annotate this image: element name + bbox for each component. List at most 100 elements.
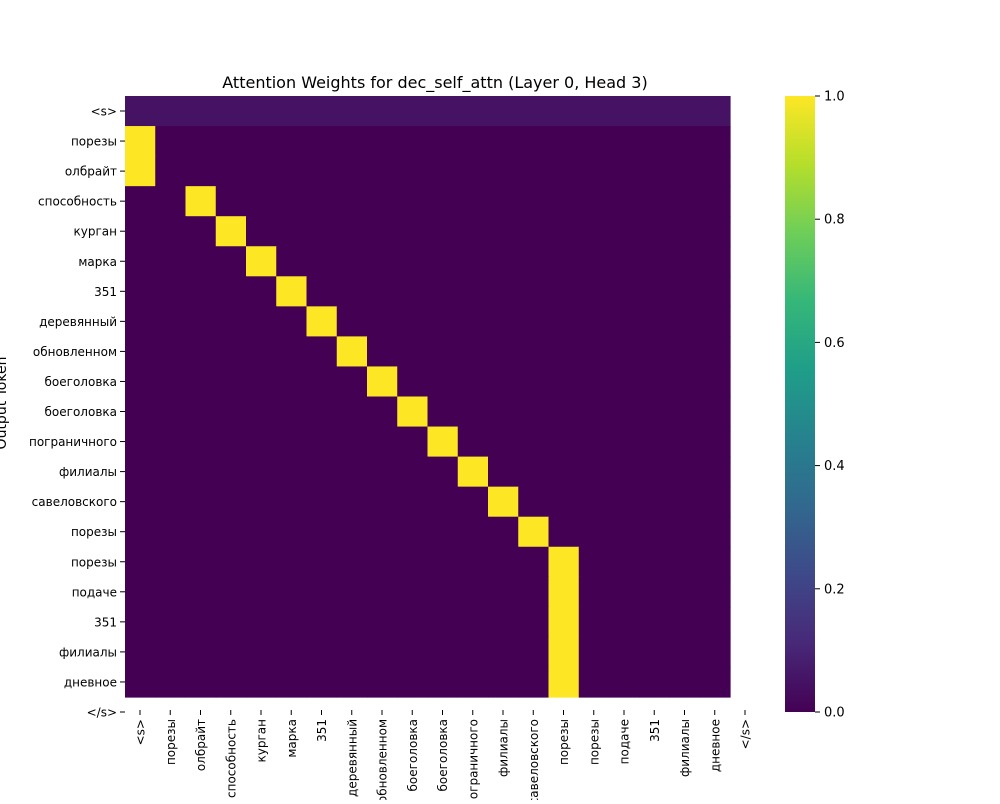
- heatmap-cell: [397, 456, 429, 488]
- x-tick-label: 351: [648, 719, 662, 742]
- heatmap-cell: [518, 366, 550, 398]
- heatmap-cell: [306, 666, 338, 698]
- heatmap-cell: [246, 246, 277, 277]
- heatmap-cell: [215, 456, 247, 488]
- x-tick-label: </s>: [739, 719, 753, 749]
- heatmap-cell: [276, 456, 308, 488]
- heatmap-cell: [669, 636, 701, 668]
- heatmap-cell: [367, 456, 398, 488]
- heatmap-cell: [246, 276, 277, 307]
- heatmap-cell: [397, 156, 429, 187]
- heatmap-cell: [548, 576, 580, 608]
- y-tick-label: деревянный: [39, 315, 117, 329]
- heatmap-cell: [125, 366, 156, 398]
- heatmap-cell: [427, 216, 459, 247]
- y-tick-label: савеловского: [32, 495, 117, 509]
- heatmap-cell: [669, 216, 701, 247]
- heatmap-cell: [548, 186, 580, 217]
- heatmap-cell: [518, 126, 550, 157]
- heatmap-cell: [246, 426, 277, 458]
- heatmap-cell: [518, 186, 550, 217]
- heatmap-cell: [155, 516, 187, 548]
- y-tick-label: курган: [74, 225, 117, 239]
- heatmap-cell: [306, 396, 338, 428]
- heatmap-cell: [306, 366, 338, 398]
- heatmap-cell: [215, 546, 247, 578]
- heatmap-cell: [336, 606, 368, 638]
- heatmap-cell: [246, 186, 277, 217]
- heatmap-cell: [488, 456, 519, 488]
- heatmap-cell: [427, 666, 459, 698]
- heatmap-cell: [185, 426, 217, 458]
- heatmap-cell: [367, 486, 398, 518]
- heatmap-cell: [367, 246, 398, 277]
- heatmap-cell: [427, 426, 459, 458]
- heatmap-cell: [639, 216, 671, 247]
- heatmap-cell: [699, 426, 731, 458]
- heatmap-cell: [276, 546, 308, 578]
- heatmap-cell: [427, 306, 459, 337]
- y-tick-label: филиалы: [59, 465, 117, 479]
- y-tick-label: олбрайт: [65, 165, 117, 179]
- heatmap-cell: [609, 516, 640, 548]
- heatmap-cell: [125, 486, 156, 518]
- heatmap-cell: [457, 246, 489, 277]
- heatmap-cell: [669, 396, 701, 428]
- heatmap-cell: [367, 156, 398, 187]
- y-tick-label: порезы: [71, 525, 117, 539]
- heatmap-cell: [185, 336, 217, 368]
- heatmap-cell: [427, 336, 459, 368]
- heatmap-cell: [669, 366, 701, 398]
- heatmap-cell: [125, 306, 156, 337]
- heatmap-cell: [306, 546, 338, 578]
- heatmap-cell: [397, 366, 429, 398]
- heatmap-cell: [246, 606, 277, 638]
- heatmap-cell: [276, 486, 308, 518]
- heatmap-cell: [336, 156, 368, 187]
- heatmap-cell: [185, 246, 217, 277]
- colorbar-tick-label: 0.0: [824, 706, 845, 721]
- heatmap-cell: [639, 666, 671, 698]
- heatmap-cell: [367, 216, 398, 247]
- heatmap-cell: [457, 186, 489, 217]
- x-tick-label: обновленном: [376, 719, 390, 800]
- y-tick-label: подаче: [72, 585, 117, 599]
- heatmap-cell: [336, 126, 368, 157]
- heatmap-cell: [155, 246, 187, 277]
- heatmap-cell: [427, 606, 459, 638]
- heatmap-cell: [609, 126, 640, 157]
- heatmap-cell: [397, 336, 429, 368]
- heatmap-cell: [427, 636, 459, 668]
- heatmap-cell: [215, 96, 247, 127]
- heatmap-cell: [639, 456, 671, 488]
- heatmap-cell: [457, 396, 489, 428]
- heatmap-cell: [518, 606, 550, 638]
- heatmap-cell: [488, 486, 519, 518]
- heatmap-cell: [276, 276, 308, 307]
- heatmap-cell: [457, 516, 489, 548]
- heatmap-cell: [639, 186, 671, 217]
- heatmap-cell: [336, 336, 368, 368]
- heatmap-cell: [155, 546, 187, 578]
- heatmap-cell: [488, 516, 519, 548]
- heatmap-cell: [518, 96, 550, 127]
- heatmap-cell: [306, 306, 338, 337]
- heatmap-cell: [336, 546, 368, 578]
- heatmap-cell: [185, 276, 217, 307]
- heatmap-cell: [246, 546, 277, 578]
- colorbar-tick-label: 0.6: [824, 336, 845, 351]
- heatmap-cell: [155, 306, 187, 337]
- heatmap-cell: [397, 666, 429, 698]
- heatmap-cell: [215, 576, 247, 608]
- colorbar-bar: [785, 96, 815, 712]
- heatmap-cell: [669, 96, 701, 127]
- heatmap-cell: [518, 666, 550, 698]
- heatmap-cell: [457, 456, 489, 488]
- x-tick-label: порезы: [587, 719, 601, 765]
- heatmap-cell: [215, 636, 247, 668]
- heatmap-cell: [699, 246, 731, 277]
- x-tick-label: деревянный: [345, 719, 359, 797]
- heatmap-cell: [457, 366, 489, 398]
- heatmap-cell: [215, 516, 247, 548]
- heatmap-cell: [488, 396, 519, 428]
